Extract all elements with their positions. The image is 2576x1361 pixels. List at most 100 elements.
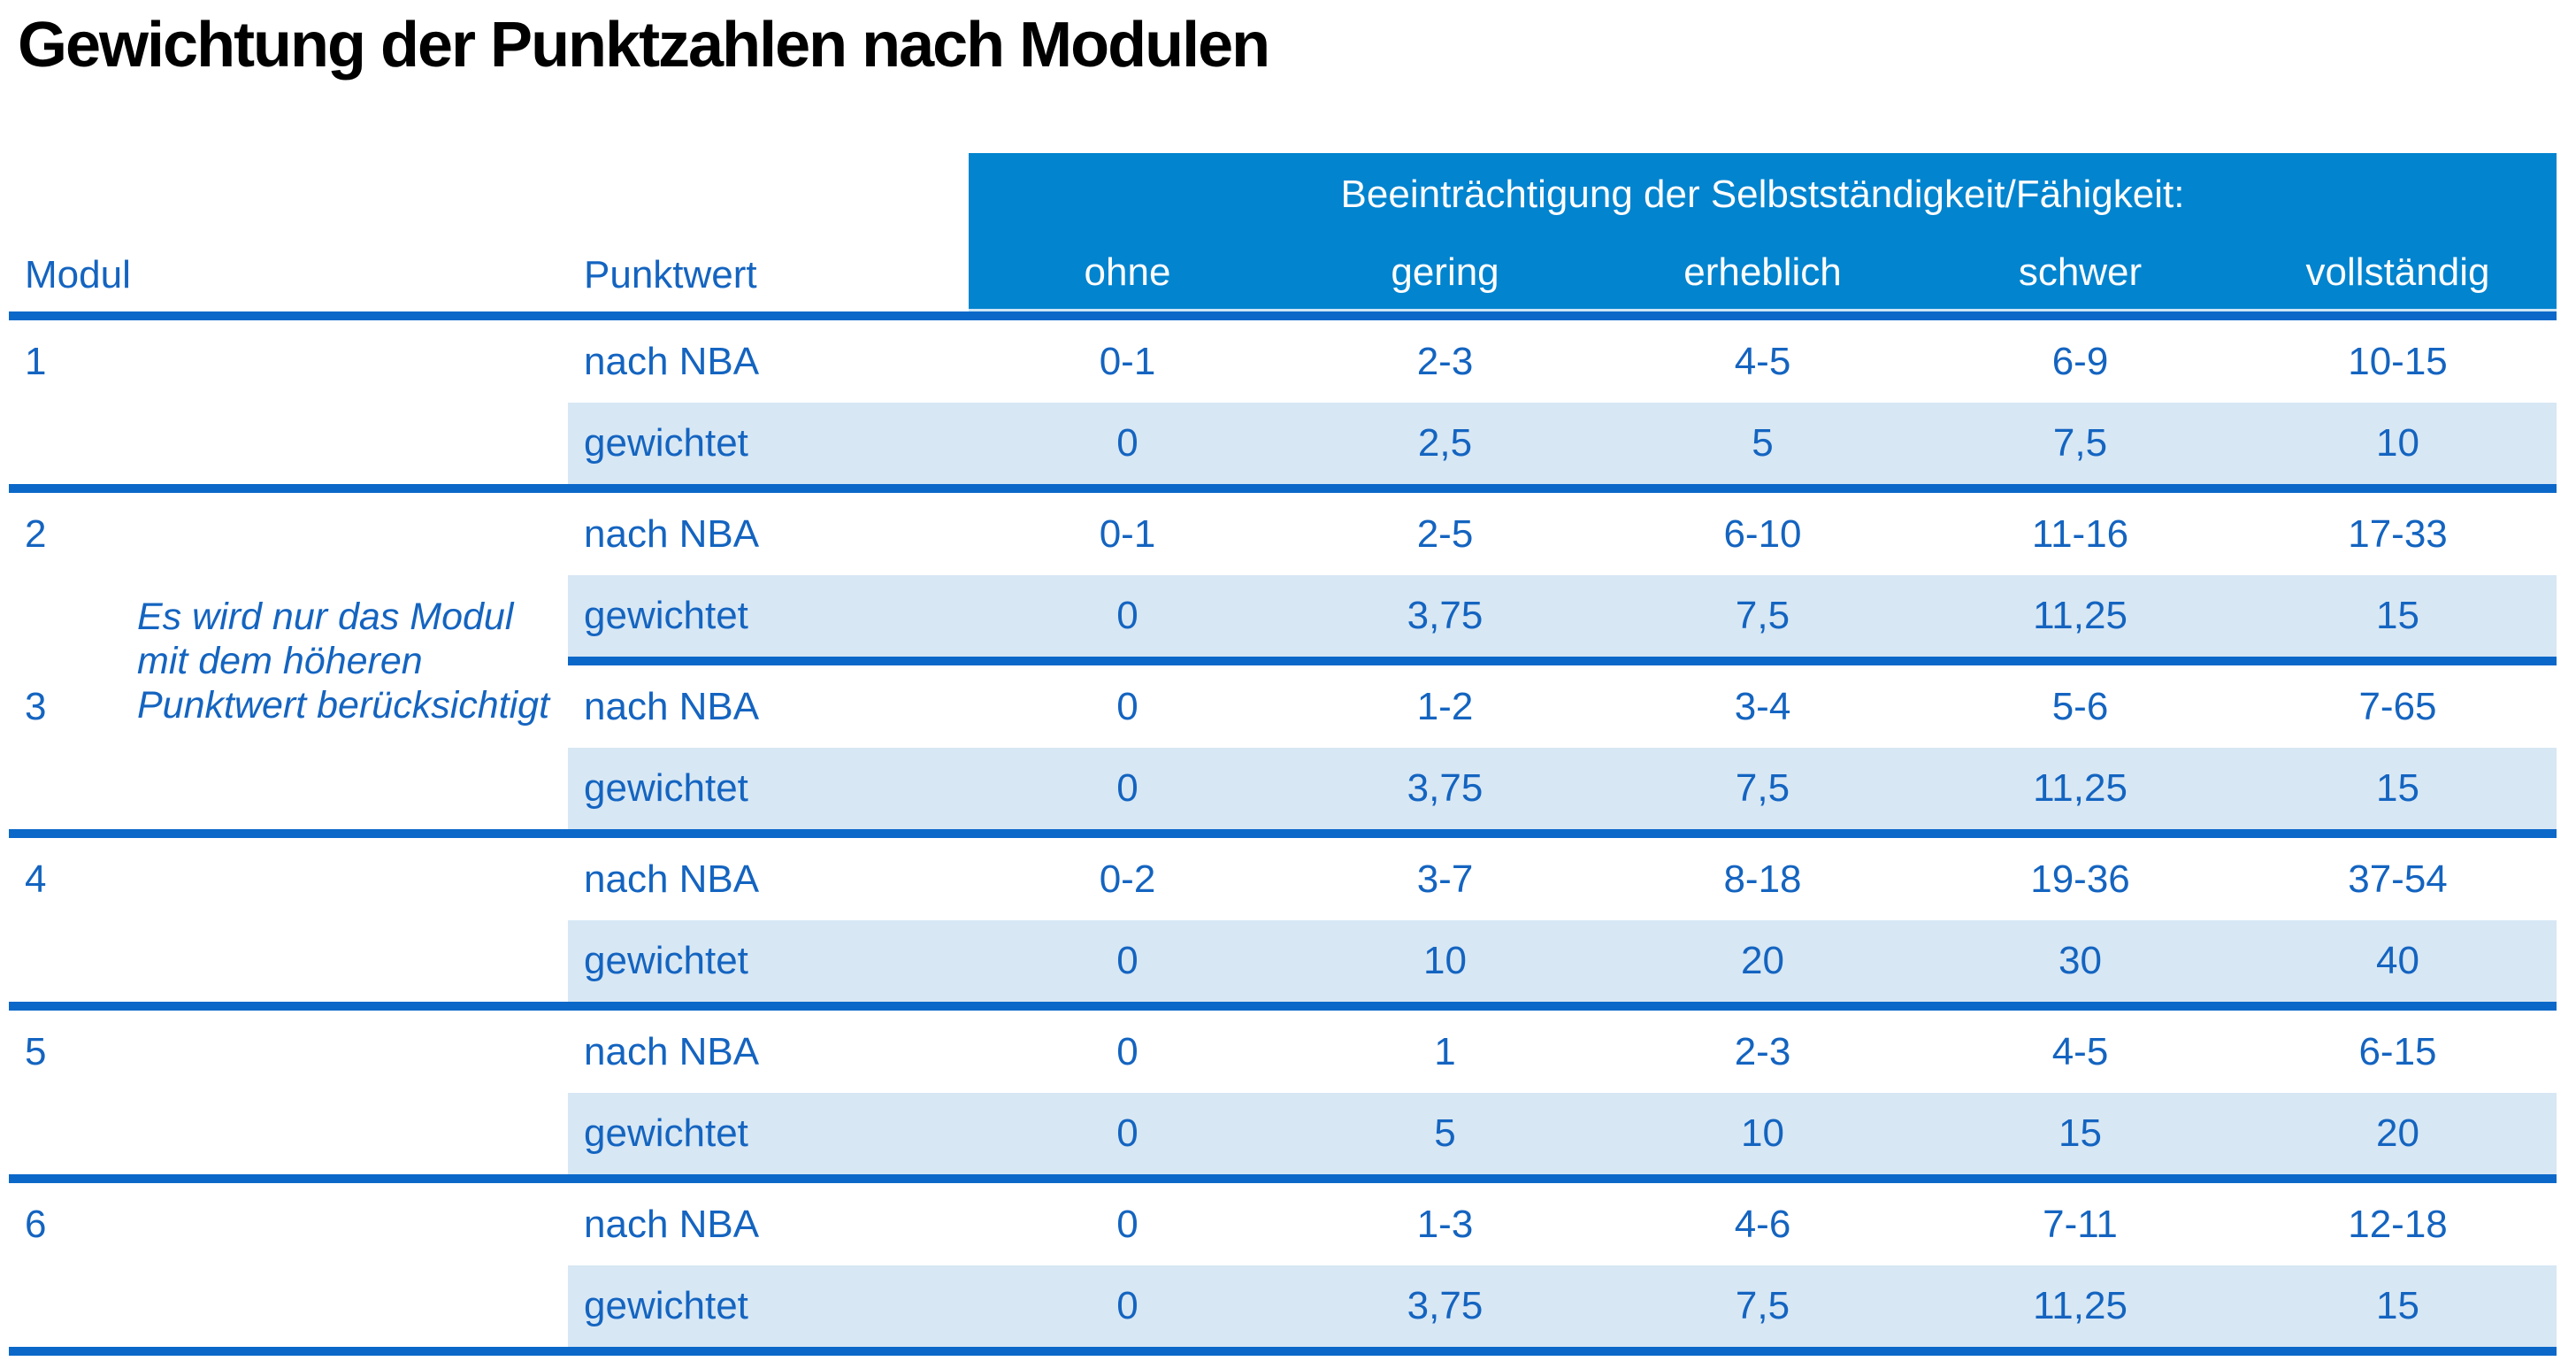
- spacer-cell: [9, 1265, 568, 1347]
- score-cell: 0: [969, 748, 1286, 829]
- score-cell: 1-3: [1416, 1202, 1474, 1246]
- score-cell: 40: [2239, 920, 2557, 1002]
- score-cell: 10-15: [2348, 339, 2448, 383]
- score-cell: 2,5: [1286, 403, 1604, 484]
- row-label-gewichtet: gewichtet: [568, 748, 969, 829]
- spacer-cell: [9, 403, 568, 484]
- module-2-3-exclusion-note: Es wird nur das Modul mit dem höheren Pu…: [137, 595, 549, 727]
- row-label-nach-nba: nach NBA: [584, 339, 760, 383]
- score-cell: 3-4: [1734, 684, 1791, 728]
- spacer-cell: [9, 1093, 568, 1174]
- score-cell: 10: [2239, 403, 2557, 484]
- note-line: Punktwert berücksichtigt: [137, 684, 550, 727]
- score-cell: 0: [969, 575, 1286, 657]
- score-cell: 7,5: [1921, 403, 2239, 484]
- score-cell: 11,25: [1921, 1265, 2239, 1347]
- score-cell: 0: [969, 1265, 1286, 1347]
- score-cell: 4-5: [2051, 1029, 2109, 1073]
- impairment-header-group: Beeinträchtigung der Selbstständigkeit/F…: [969, 153, 2557, 311]
- module-2-nach-nba-row: 2 nach NBA 0-1 2-5 6-10 11-16 17-33: [9, 493, 2557, 575]
- row-label-gewichtet: gewichtet: [568, 403, 969, 484]
- score-cell: 12-18: [2348, 1202, 2448, 1246]
- score-cell: 6-10: [1723, 511, 1802, 556]
- table-header-left: Modul Punktwert: [9, 153, 969, 311]
- score-cell: 8-18: [1723, 857, 1802, 901]
- module-group-3: 3 nach NBA 0 1-2 3-4 5-6 7-65 gewichtet …: [9, 665, 2557, 838]
- score-cell: 0: [1116, 684, 1138, 728]
- module-6-gewichtet-row: gewichtet 0 3,75 7,5 11,25 15: [9, 1265, 2557, 1347]
- score-cell: 7-65: [2358, 684, 2437, 728]
- score-cell: 5: [1286, 1093, 1604, 1174]
- table-bottom-border: [9, 1347, 2557, 1356]
- note-line: Es wird nur das Modul: [137, 596, 514, 638]
- score-cell: 20: [2239, 1093, 2557, 1174]
- row-label-gewichtet: gewichtet: [568, 1265, 969, 1347]
- module-group-4: 4 nach NBA 0-2 3-7 8-18 19-36 37-54 gewi…: [9, 838, 2557, 1011]
- score-cell: 2-3: [1734, 1029, 1791, 1073]
- module-number: 2: [9, 493, 568, 575]
- score-cell: 19-36: [2030, 857, 2130, 901]
- score-cell: 15: [2239, 748, 2557, 829]
- column-header-punktwert: Punktwert: [584, 252, 757, 296]
- module-group-5: 5 nach NBA 0 1 2-3 4-5 6-15 gewichtet 0 …: [9, 1011, 2557, 1183]
- module-number: 3: [9, 665, 568, 748]
- row-label-gewichtet: gewichtet: [568, 575, 969, 657]
- module-1-gewichtet-row: gewichtet 0 2,5 5 7,5 10: [9, 403, 2557, 484]
- score-cell: 11-16: [2031, 511, 2129, 556]
- column-header-modul: Modul: [25, 252, 131, 296]
- page-title: Gewichtung der Punktzahlen nach Modulen: [18, 10, 1270, 81]
- module-2-gewichtet-row: gewichtet 0 3,75 7,5 11,25 15: [9, 575, 2557, 657]
- score-cell: 1-2: [1416, 684, 1474, 728]
- module-3-nach-nba-row: 3 nach NBA 0 1-2 3-4 5-6 7-65: [9, 665, 2557, 748]
- group-divider: [9, 829, 2557, 838]
- module-number: 6: [9, 1183, 568, 1265]
- score-cell: 7,5: [1604, 748, 1921, 829]
- row-label-nach-nba: nach NBA: [584, 1029, 760, 1073]
- score-cell: 6-9: [2051, 339, 2109, 383]
- score-cell: 17-33: [2348, 511, 2448, 556]
- score-cell: 15: [1921, 1093, 2239, 1174]
- severity-header-row: ohne gering erheblich schwer vollständig: [969, 235, 2557, 309]
- module-group-2: 2 nach NBA 0-1 2-5 6-10 11-16 17-33 gewi…: [9, 493, 2557, 665]
- module-group-1: 1 nach NBA 0-1 2-3 4-5 6-9 10-15 gewicht…: [9, 320, 2557, 493]
- severity-column-header-ohne: ohne: [1084, 250, 1171, 294]
- group-divider-partial: [568, 657, 2557, 665]
- module-3-gewichtet-row: gewichtet 0 3,75 7,5 11,25 15: [9, 748, 2557, 829]
- score-cell: 6-15: [2358, 1029, 2437, 1073]
- score-cell: 10: [1604, 1093, 1921, 1174]
- module-4-nach-nba-row: 4 nach NBA 0-2 3-7 8-18 19-36 37-54: [9, 838, 2557, 920]
- group-divider: [9, 484, 2557, 493]
- score-cell: 3,75: [1286, 748, 1604, 829]
- spacer-cell: [9, 575, 568, 657]
- score-cell: 3-7: [1416, 857, 1474, 901]
- score-cell: 15: [2239, 1265, 2557, 1347]
- score-cell: 0: [969, 1093, 1286, 1174]
- row-label-nach-nba: nach NBA: [584, 511, 760, 556]
- score-cell: 7-11: [2043, 1202, 2118, 1246]
- severity-column-header-erheblich: erheblich: [1683, 250, 1842, 294]
- group-divider: [9, 1174, 2557, 1183]
- severity-column-header-schwer: schwer: [2018, 250, 2143, 294]
- impairment-group-title: Beeinträchtigung der Selbstständigkeit/F…: [1340, 172, 2185, 216]
- score-cell: 5: [1604, 403, 1921, 484]
- row-label-nach-nba: nach NBA: [584, 1202, 760, 1246]
- score-cell: 3,75: [1286, 575, 1604, 657]
- row-label-nach-nba: nach NBA: [584, 684, 760, 728]
- score-cell: 10: [1286, 920, 1604, 1002]
- score-cell: 0-1: [1099, 511, 1156, 556]
- score-cell: 1: [1434, 1029, 1456, 1073]
- group-divider: [9, 1002, 2557, 1011]
- score-cell: 0: [969, 920, 1286, 1002]
- score-cell: 0: [1116, 1202, 1138, 1246]
- module-number: 5: [9, 1011, 568, 1093]
- score-cell: 4-6: [1734, 1202, 1791, 1246]
- module-6-nach-nba-row: 6 nach NBA 0 1-3 4-6 7-11 12-18: [9, 1183, 2557, 1265]
- score-cell: 20: [1604, 920, 1921, 1002]
- module-number: 1: [9, 320, 568, 403]
- module-4-gewichtet-row: gewichtet 0 10 20 30 40: [9, 920, 2557, 1002]
- note-line: mit dem höheren: [137, 640, 423, 682]
- severity-column-header-vollstaendig: vollständig: [2305, 250, 2490, 294]
- module-number: 4: [9, 838, 568, 920]
- score-cell: 37-54: [2348, 857, 2448, 901]
